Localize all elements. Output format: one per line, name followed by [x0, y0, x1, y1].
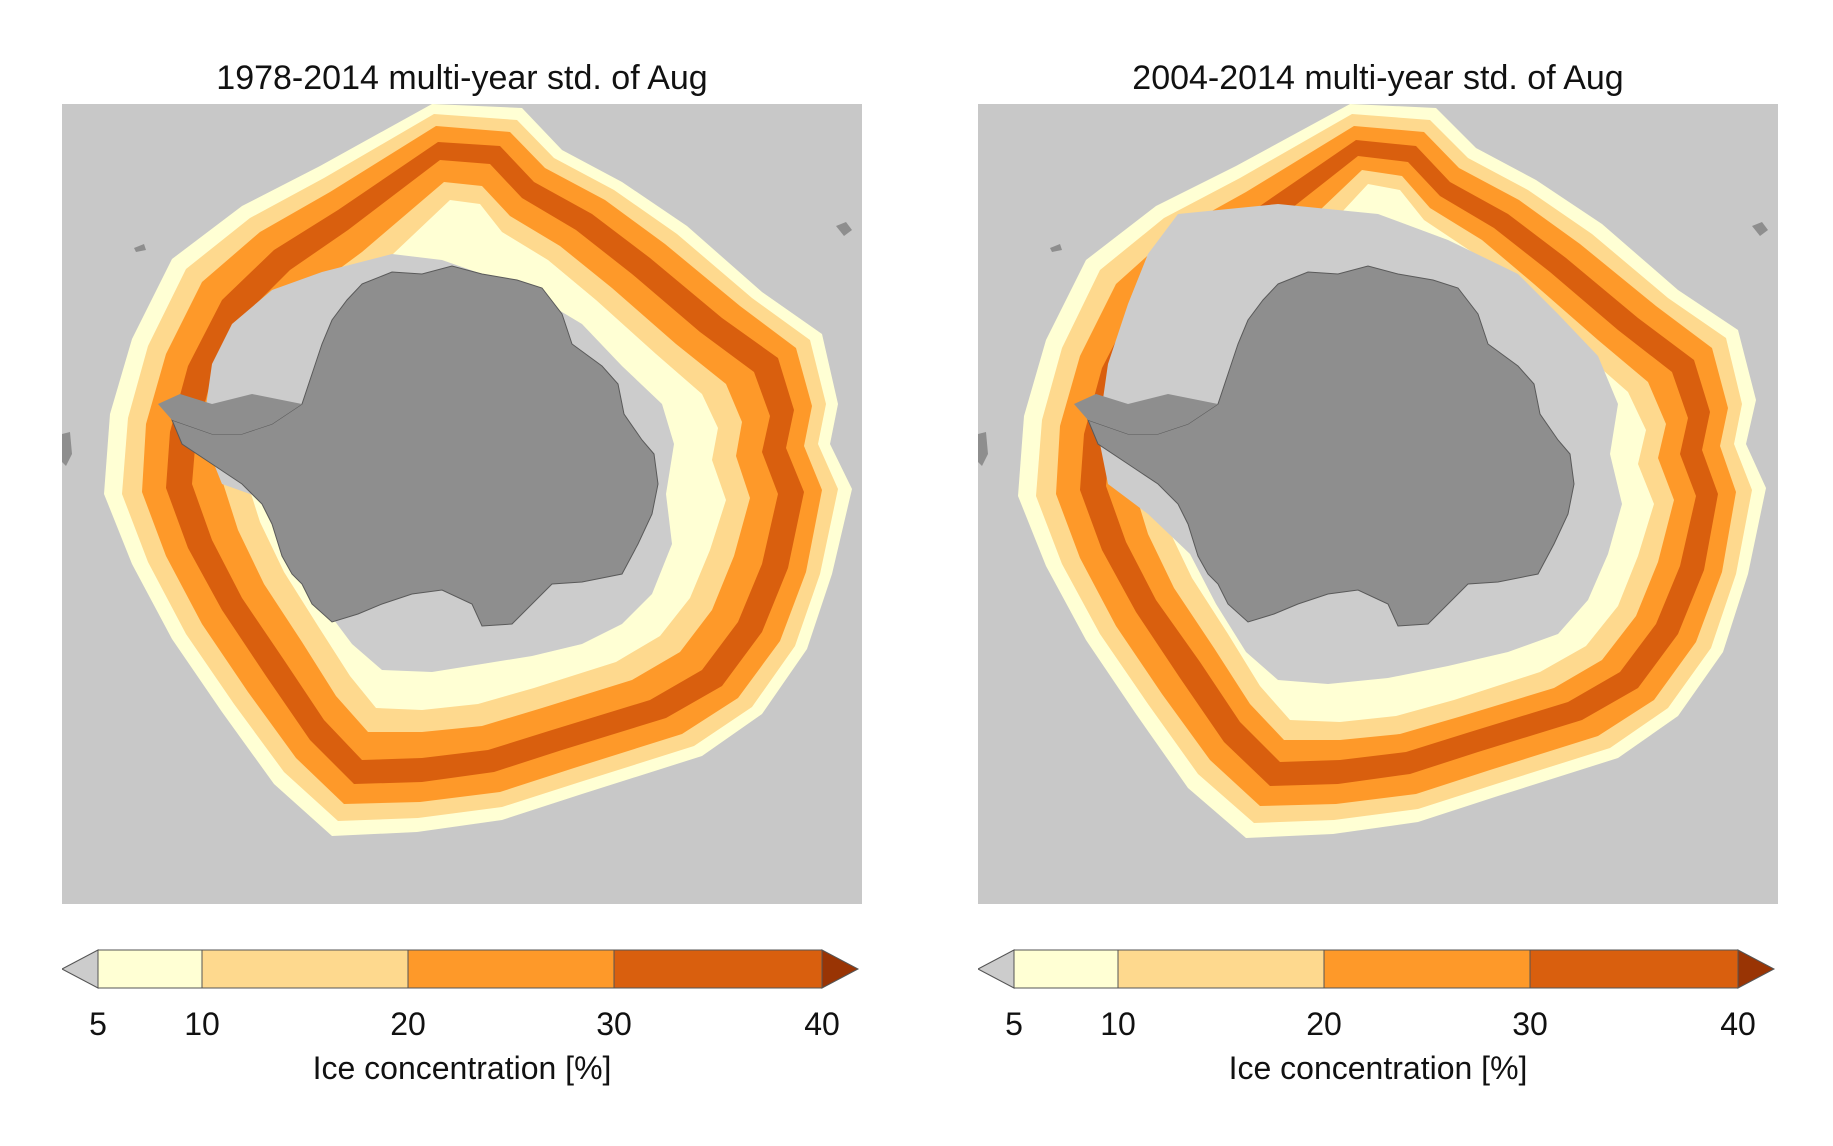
antarctic-peninsula — [158, 394, 302, 434]
colorbar-segment-10-20 — [1117, 949, 1325, 989]
colorbar-tick-label: 10 — [184, 1006, 220, 1042]
map-panel-1978-2014: 1978-2014 multi-year std. of Aug 5 10 20… — [0, 0, 900, 1146]
colorbar-over-triangle — [821, 949, 860, 989]
panel-title: 1978-2014 multi-year std. of Aug — [216, 59, 708, 97]
colorbar-label: Ice concentration [%] — [312, 1050, 612, 1086]
colorbar-segment-30-40 — [1529, 949, 1739, 989]
island-left — [134, 244, 146, 252]
colorbar-segment-30-40 — [613, 949, 823, 989]
colorbar-tick-label: 10 — [1100, 1006, 1136, 1042]
colorbar-tick-label: 5 — [89, 1006, 107, 1042]
colorbar-tick-label: 30 — [1512, 1006, 1548, 1042]
colorbar-label: Ice concentration [%] — [1228, 1050, 1528, 1086]
colorbar-ticks: 5 10 20 30 40 — [978, 1005, 1778, 1045]
colorbar — [978, 949, 1776, 989]
antarctic-sea-ice-std-map — [978, 104, 1778, 904]
antarctic-peninsula — [1074, 394, 1218, 434]
colorbar-ticks: 5 10 20 30 40 — [62, 1005, 862, 1045]
map-panel-2004-2014: 2004-2014 multi-year std. of Aug 5 10 20… — [916, 0, 1816, 1146]
colorbar — [62, 949, 860, 989]
island-right — [836, 222, 852, 236]
colorbar-over-triangle — [1737, 949, 1776, 989]
colorbar-segment-5-10 — [97, 949, 203, 989]
colorbar-tick-label: 5 — [1005, 1006, 1023, 1042]
colorbar-tick-label: 30 — [596, 1006, 632, 1042]
colorbar-segment-5-10 — [1013, 949, 1119, 989]
island-left — [1050, 244, 1062, 252]
colorbar-under-triangle — [62, 949, 99, 989]
colorbar-segment-20-30 — [407, 949, 615, 989]
south-america-tip — [978, 432, 988, 466]
antarctic-sea-ice-std-map — [62, 104, 862, 904]
colorbar-segment-20-30 — [1323, 949, 1531, 989]
south-america-tip — [62, 432, 72, 466]
island-right — [1752, 222, 1768, 236]
colorbar-tick-label: 20 — [390, 1006, 426, 1042]
colorbar-tick-label: 40 — [804, 1006, 840, 1042]
panel-title: 2004-2014 multi-year std. of Aug — [1132, 59, 1624, 97]
colorbar-under-triangle — [978, 949, 1015, 989]
colorbar-tick-label: 20 — [1306, 1006, 1342, 1042]
colorbar-tick-label: 40 — [1720, 1006, 1756, 1042]
colorbar-segment-10-20 — [201, 949, 409, 989]
